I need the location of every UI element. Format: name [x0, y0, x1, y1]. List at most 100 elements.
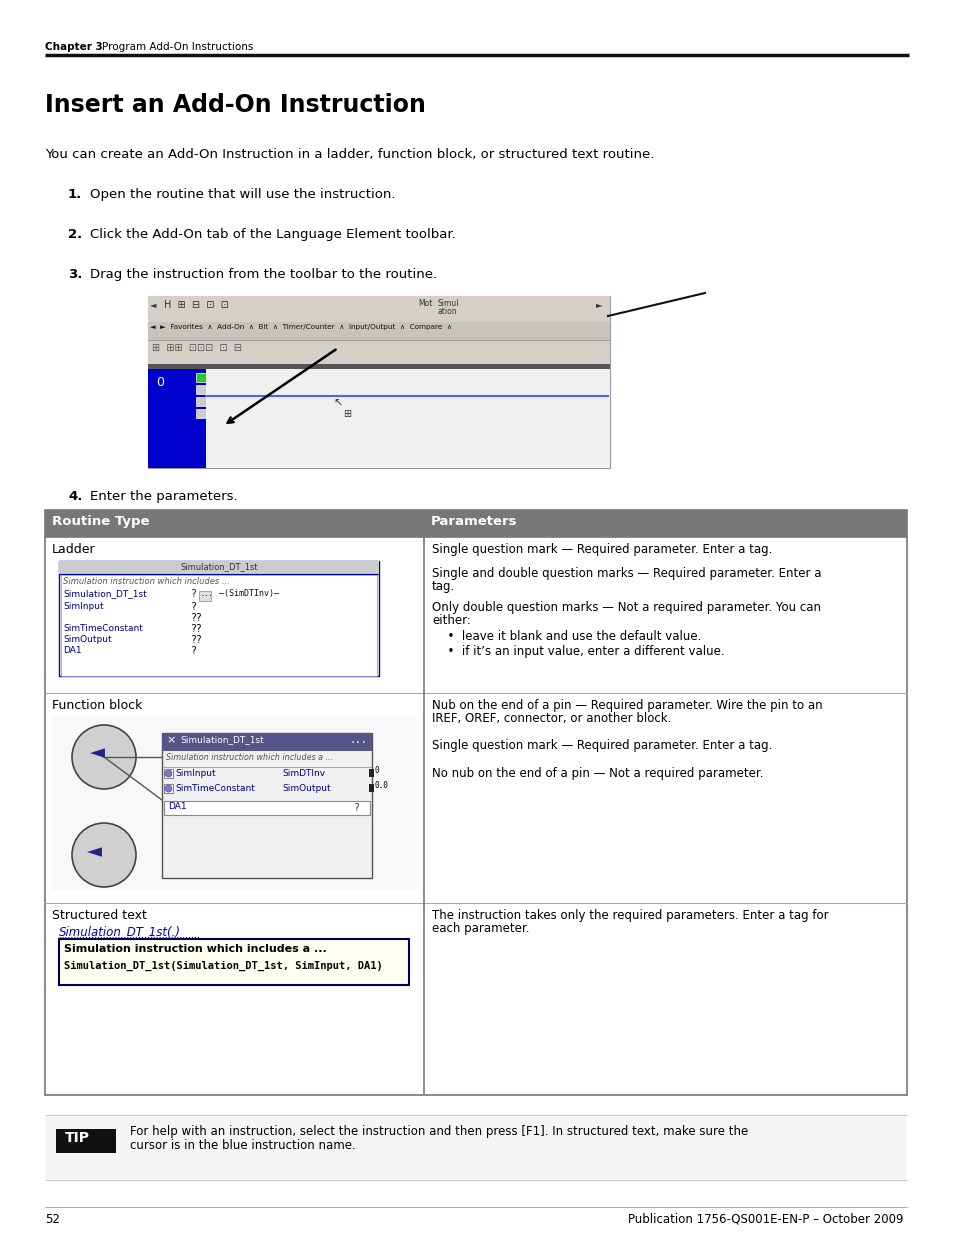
Text: Single and double question marks — Required parameter. Enter a: Single and double question marks — Requi… [432, 567, 821, 580]
Bar [162, 734, 372, 878]
Text: Only double question marks — Not a required parameter. You can: Only double question marks — Not a requi… [432, 601, 821, 614]
Text: IREF, OREF, connector, or another block.: IREF, OREF, connector, or another block. [432, 713, 671, 725]
Text: ?: ? [191, 589, 196, 599]
Text: 4.: 4. [68, 490, 82, 503]
Bar [148, 296, 609, 322]
Text: ×: × [166, 735, 175, 745]
Text: ?: ? [191, 601, 196, 613]
Text: Insert an Add-On Instruction: Insert an Add-On Instruction [45, 93, 425, 117]
Text: ??: ?? [191, 635, 203, 645]
Text: SimTimeConstant: SimTimeConstant [63, 624, 143, 634]
Text: Simul: Simul [437, 299, 459, 308]
Text: SimTimeConstant: SimTimeConstant [174, 784, 254, 793]
Bar [164, 769, 172, 778]
Text: each parameter.: each parameter. [432, 923, 529, 935]
Bar [195, 396, 206, 406]
Text: 0: 0 [375, 766, 379, 776]
Bar [148, 322, 609, 340]
Circle shape [165, 769, 172, 777]
Bar [199, 592, 211, 601]
Text: Enter the parameters.: Enter the parameters. [90, 490, 237, 503]
Bar [206, 369, 609, 468]
Text: Simulation_DT_1st: Simulation_DT_1st [63, 589, 147, 598]
Text: ⊞: ⊞ [343, 409, 351, 419]
Text: Parameters: Parameters [431, 515, 517, 529]
Text: TIP: TIP [65, 1131, 90, 1145]
Bar [59, 939, 409, 986]
Text: Chapter 3: Chapter 3 [45, 42, 103, 52]
Text: ►: ► [596, 300, 602, 309]
Text: SimOutput: SimOutput [282, 784, 331, 793]
Text: cursor is in the blue instruction name.: cursor is in the blue instruction name. [130, 1139, 355, 1152]
Text: SimDTInv: SimDTInv [282, 769, 325, 778]
Text: No nub on the end of a pin — Not a required parameter.: No nub on the end of a pin — Not a requi… [432, 767, 762, 781]
Text: Simulation_DT_1st: Simulation_DT_1st [180, 562, 257, 571]
Text: ↖: ↖ [333, 399, 342, 409]
Text: Simulation instruction which includes ...: Simulation instruction which includes ..… [63, 577, 230, 585]
Text: ?: ? [191, 646, 196, 656]
Text: H  ⊞  ⊟  ⊡  ⊡: H ⊞ ⊟ ⊡ ⊡ [164, 300, 229, 310]
Text: 52: 52 [45, 1213, 60, 1226]
Text: tag.: tag. [432, 580, 455, 593]
Bar [61, 576, 376, 676]
Text: ◄  ►  Favorites  ∧  Add-On  ∧  Bit  ∧  Timer/Counter  ∧  Input/Output  ∧  Compar: ◄ ► Favorites ∧ Add-On ∧ Bit ∧ Timer/Cou… [150, 324, 452, 330]
Bar [148, 296, 609, 468]
Text: Simulation instruction which includes a ...: Simulation instruction which includes a … [166, 753, 333, 762]
Text: 3.: 3. [68, 268, 82, 282]
Bar [195, 373, 206, 382]
Circle shape [71, 823, 136, 887]
Text: SimOutput: SimOutput [63, 635, 112, 643]
Text: You can create an Add-On Instruction in a ladder, function block, or structured : You can create an Add-On Instruction in … [45, 148, 654, 161]
Text: ation: ation [437, 308, 457, 316]
Bar [195, 409, 206, 417]
Bar [148, 364, 609, 369]
Bar [369, 769, 374, 777]
Bar [148, 369, 206, 468]
Text: •  leave it blank and use the default value.: • leave it blank and use the default val… [439, 630, 700, 643]
Text: Function block: Function block [52, 699, 142, 713]
Bar [59, 561, 378, 676]
Text: Click the Add-On tab of the Language Element toolbar.: Click the Add-On tab of the Language Ele… [90, 228, 456, 241]
Text: Routine Type: Routine Type [52, 515, 150, 529]
Bar [148, 340, 609, 364]
Text: Nub on the end of a pin — Required parameter. Wire the pin to an: Nub on the end of a pin — Required param… [432, 699, 821, 713]
Text: SimInput: SimInput [63, 601, 104, 611]
Bar [52, 715, 416, 890]
Text: Simulation_DT_1st: Simulation_DT_1st [180, 735, 263, 743]
Text: 1.: 1. [68, 188, 82, 201]
Text: DA1: DA1 [63, 646, 82, 655]
Text: ◄: ◄ [87, 842, 102, 861]
Text: 2.: 2. [68, 228, 82, 241]
Text: Ladder: Ladder [52, 543, 95, 556]
Text: Simulation instruction which includes a ...: Simulation instruction which includes a … [64, 944, 327, 953]
Text: Mot: Mot [417, 299, 432, 308]
Text: Single question mark — Required parameter. Enter a tag.: Single question mark — Required paramete… [432, 543, 772, 556]
Circle shape [71, 725, 136, 789]
Text: either:: either: [432, 614, 471, 627]
Bar [45, 1115, 906, 1179]
Text: 0: 0 [156, 375, 164, 389]
Text: DA1: DA1 [168, 802, 187, 811]
Text: Publication 1756-QS001E-EN-P – October 2009: Publication 1756-QS001E-EN-P – October 2… [627, 1213, 902, 1226]
Text: —(SimDTInv)—: —(SimDTInv)— [219, 589, 278, 598]
Bar [162, 734, 372, 751]
Text: ⊞  ⊞⊞  ⊡⊡⊡  ⊡  ⊟: ⊞ ⊞⊞ ⊡⊡⊡ ⊡ ⊟ [152, 343, 242, 353]
Bar [56, 1129, 116, 1153]
Circle shape [165, 785, 172, 792]
Text: Single question mark — Required parameter. Enter a tag.: Single question mark — Required paramete… [432, 739, 772, 752]
Bar [45, 510, 906, 1095]
Bar [369, 784, 374, 792]
Text: ...: ... [200, 592, 213, 597]
Text: Simulation_DT_1st(Simulation_DT_1st, SimInput, DA1): Simulation_DT_1st(Simulation_DT_1st, Sim… [64, 961, 382, 971]
Bar [195, 385, 206, 394]
Text: •  if it’s an input value, enter a different value.: • if it’s an input value, enter a differ… [439, 645, 724, 658]
Bar [45, 510, 906, 537]
Text: 0.0: 0.0 [375, 781, 389, 790]
Text: Simulation_DT_1st(.): Simulation_DT_1st(.) [59, 925, 181, 939]
Text: ??: ?? [191, 613, 203, 622]
Bar [164, 784, 172, 793]
Text: ◄: ◄ [90, 743, 105, 762]
Text: Open the routine that will use the instruction.: Open the routine that will use the instr… [90, 188, 395, 201]
Text: ...: ... [350, 735, 367, 745]
Bar [59, 561, 378, 574]
